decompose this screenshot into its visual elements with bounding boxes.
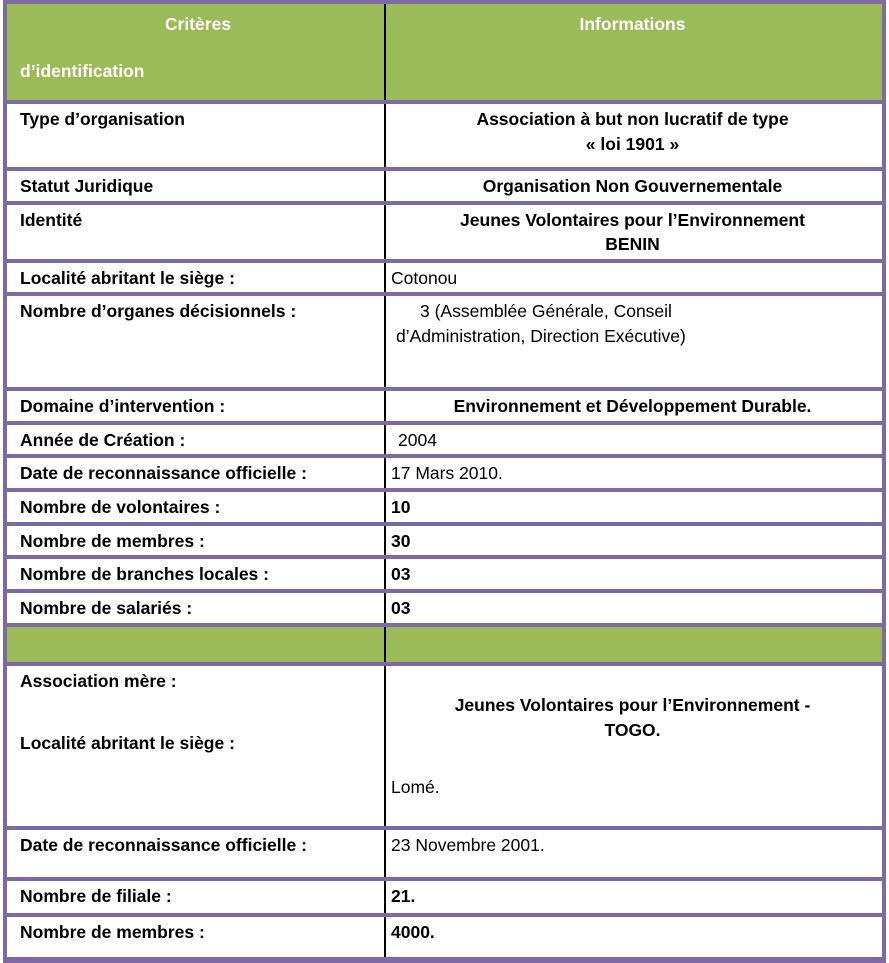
criteria-header-cell: Critères d’identification (7, 4, 386, 100)
row-value: 2004 (398, 429, 437, 450)
row-label: Domaine d’intervention : (7, 391, 386, 421)
row-value: Jeunes Volontaires pour l’Environnement … (460, 209, 805, 255)
row-value-group: Jeunes Volontaires pour l’Environnement … (386, 666, 882, 826)
row-label: Nombre de volontaires : (7, 491, 386, 522)
row-label: Nombre de salariés : (7, 592, 386, 623)
criteria-header-line2: d’identification (20, 60, 145, 81)
section-separator-row (7, 622, 882, 662)
row-value: Cotonou (391, 267, 458, 288)
row-label: Nombre de membres : (7, 916, 386, 957)
row-value: 4000. (391, 921, 435, 942)
row-label: Date de reconnaissance officielle : (7, 829, 386, 877)
table-row-nombre-membres: Nombre de membres : 30 (7, 521, 882, 555)
table-header-row: Critères d’identification Informations (7, 4, 882, 100)
row-value: 23 Novembre 2001. (391, 834, 545, 855)
row-label: Nombre de filiale : (7, 880, 386, 913)
row-label: Association mère : (20, 670, 177, 691)
row-label: Localité abritant le siège : (20, 733, 235, 753)
row-value: Environnement et Développement Durable. (453, 396, 812, 416)
table-row-nombre-volontaires: Nombre de volontaires : 10 (7, 487, 882, 522)
row-label-group: Association mère : Localité abritant le … (7, 665, 386, 826)
criteria-header-line1: Critères (164, 14, 232, 34)
row-label: Type d’organisation (7, 104, 386, 167)
row-value: 21. (391, 885, 416, 906)
row-value: Association à but non lucratif de type «… (476, 109, 789, 154)
row-label: Identité (7, 204, 386, 259)
table-row-date-reconnaissance: Date de reconnaissance officielle : 17 M… (7, 454, 882, 488)
row-value: 17 Mars 2010. (391, 463, 503, 483)
table-row-statut-juridique: Statut Juridique Organisation Non Gouver… (7, 167, 882, 201)
row-label: Date de reconnaissance officielle : (7, 458, 386, 488)
table-row-type-organisation: Type d’organisation Association à but no… (7, 100, 882, 167)
row-label: Localité abritant le siège : (7, 262, 386, 292)
table-row-association-mere: Association mère : Localité abritant le … (7, 661, 882, 826)
row-value: Jeunes Volontaires pour l’Environnement … (454, 695, 811, 740)
table-row-organes-decisionnels: Nombre d’organes décisionnels : 3 (Assem… (7, 292, 882, 387)
row-label: Année de Création : (7, 424, 386, 454)
table-row-identite: Identité Jeunes Volontaires pour l’Envir… (7, 200, 882, 259)
separator-left-cell (7, 626, 386, 662)
row-value: 3 (Assemblée Générale, Conseil d’Adminis… (396, 301, 686, 346)
row-label: Nombre de membres : (7, 525, 386, 555)
row-value: 10 (391, 496, 411, 517)
table-row-nombre-filiale: Nombre de filiale : 21. (7, 876, 882, 913)
table-row-nombre-salaries: Nombre de salariés : 03 (7, 588, 882, 623)
table-row-localite-siege: Localité abritant le siège : Cotonou (7, 258, 882, 292)
identification-table: Critères d’identification Informations T… (3, 0, 886, 963)
row-value: 03 (391, 597, 411, 618)
table-row-nombre-membres-mere: Nombre de membres : 4000. (7, 912, 882, 957)
row-value: Lomé. (391, 776, 440, 797)
table-row-date-reconnaissance-mere: Date de reconnaissance officielle : 23 N… (7, 825, 882, 877)
row-label: Statut Juridique (7, 171, 386, 201)
table-row-annee-creation: Année de Création : 2004 (7, 420, 882, 454)
separator-right-cell (386, 626, 882, 662)
row-value: 03 (391, 564, 411, 584)
table-row-domaine-intervention: Domaine d’intervention : Environnement e… (7, 387, 882, 421)
row-value: 30 (391, 530, 411, 551)
row-label: Nombre d’organes décisionnels : (7, 296, 386, 387)
row-label: Nombre de branches locales : (7, 559, 386, 589)
row-value: Organisation Non Gouvernementale (482, 176, 783, 196)
informations-header-cell: Informations (386, 4, 882, 100)
table-row-branches-locales: Nombre de branches locales : 03 (7, 555, 882, 589)
